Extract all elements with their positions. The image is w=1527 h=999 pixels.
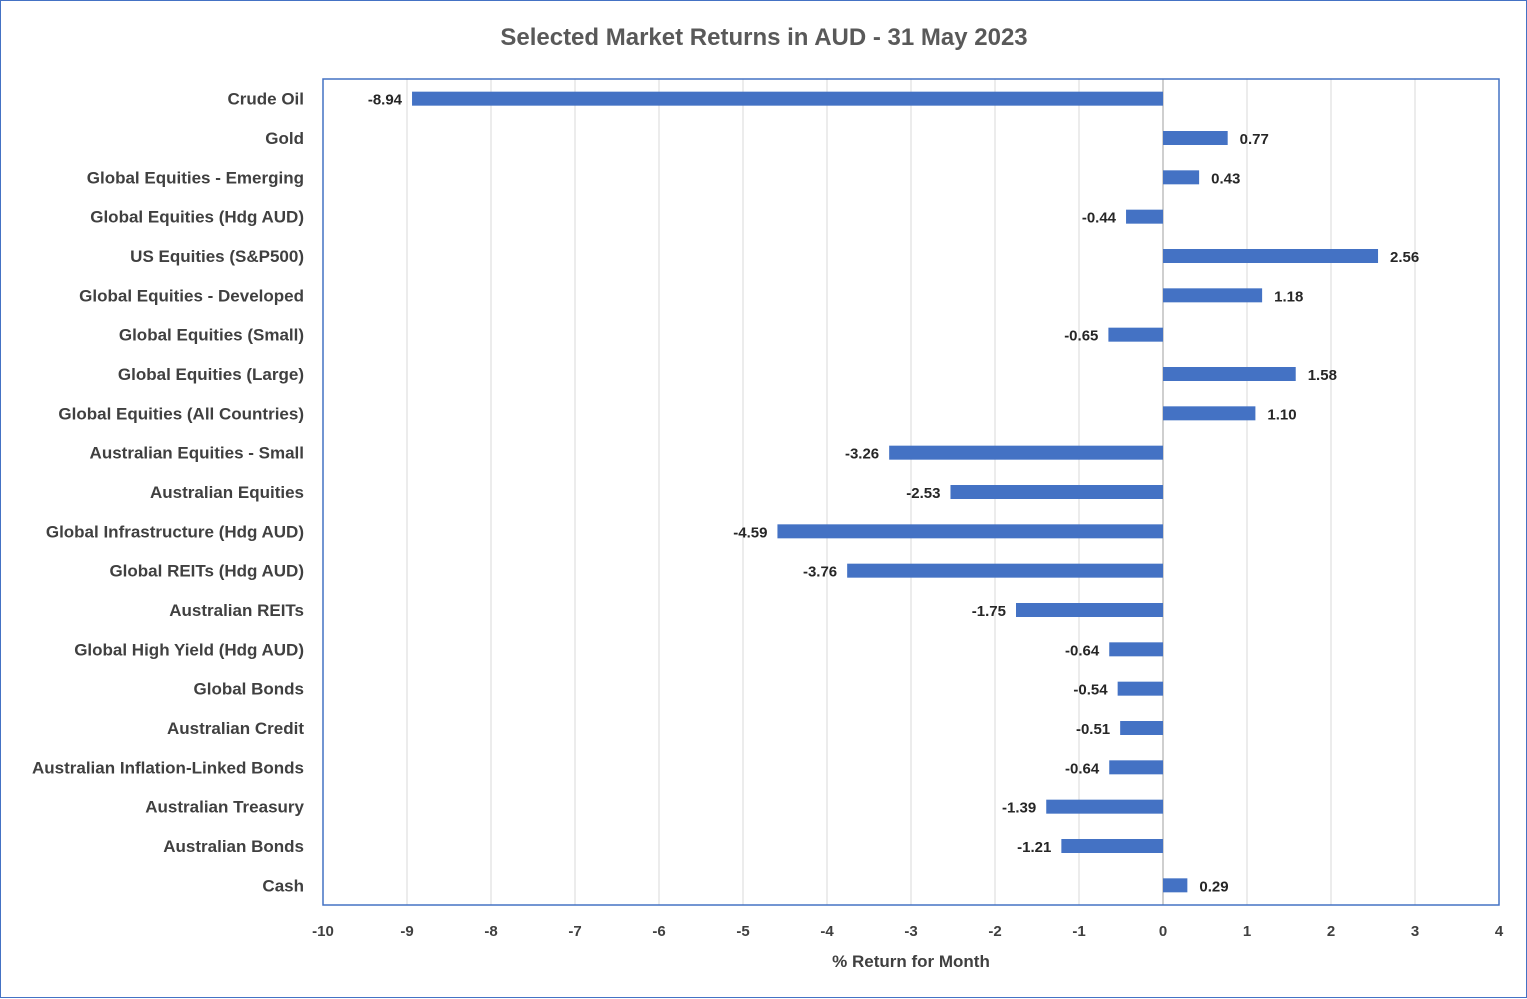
bar-17 <box>1109 760 1163 775</box>
data-label-7: 1.58 <box>1308 367 1337 384</box>
bar-16 <box>1120 721 1163 735</box>
bar-20 <box>1163 878 1188 893</box>
bar-18 <box>1046 799 1163 814</box>
category-label-19: Australian Bonds <box>163 837 304 856</box>
x-tick-label--10: -10 <box>312 923 334 940</box>
data-label-17: -0.64 <box>1065 760 1100 777</box>
x-tick-label--2: -2 <box>988 923 1001 940</box>
bar-11 <box>777 524 1163 539</box>
category-label-14: Global High Yield (Hdg AUD) <box>74 640 304 659</box>
bar-10 <box>950 485 1163 499</box>
bar-14 <box>1109 642 1163 657</box>
data-label-10: -2.53 <box>906 485 940 502</box>
x-tick-label-0: 0 <box>1159 923 1167 940</box>
bar-1 <box>1163 131 1228 145</box>
data-label-18: -1.39 <box>1002 800 1036 817</box>
bar-5 <box>1163 288 1263 303</box>
category-label-11: Global Infrastructure (Hdg AUD) <box>46 522 304 541</box>
bar-0 <box>412 91 1163 106</box>
x-tick-label--1: -1 <box>1072 923 1085 940</box>
bar-8 <box>1163 406 1256 421</box>
category-labels: Crude Oil Gold Global Equities - Emerging G… <box>32 90 305 896</box>
bar-15 <box>1117 681 1163 696</box>
data-label-0: -8.94 <box>368 92 403 109</box>
x-tick-label--8: -8 <box>484 923 497 940</box>
plot-area-border <box>322 78 1500 906</box>
x-tick-label--6: -6 <box>652 923 665 940</box>
bar-3 <box>1126 209 1163 224</box>
category-label-8: Global Equities (All Countries) <box>58 404 304 423</box>
category-label-7: Global Equities (Large) <box>118 365 304 384</box>
category-label-15: Global Bonds <box>194 680 305 699</box>
data-label-15: -0.54 <box>1073 682 1108 699</box>
category-label-18: Australian Treasury <box>145 798 304 817</box>
data-label-3: -0.44 <box>1082 210 1117 227</box>
x-tick-label-1: 1 <box>1243 923 1251 940</box>
data-label-14: -0.64 <box>1065 642 1100 659</box>
data-label-9: -3.26 <box>845 446 879 463</box>
data-label-8: 1.10 <box>1267 406 1296 423</box>
x-tick-label-2: 2 <box>1327 923 1335 940</box>
x-tick-label--9: -9 <box>400 923 413 940</box>
data-label-20: 0.29 <box>1199 878 1228 895</box>
category-label-12: Global REITs (Hdg AUD) <box>109 562 304 581</box>
category-label-0: Crude Oil <box>227 90 304 109</box>
category-label-1: Gold <box>265 129 304 148</box>
category-label-13: Australian REITs <box>169 601 304 620</box>
x-axis-tick-labels: -10 -9 -8 -7 -6 -5 -4 -3 -2 -1 0 1 2 3 4 <box>312 923 1504 940</box>
x-axis-title: % Return for Month <box>832 952 990 971</box>
category-label-16: Australian Credit <box>167 719 304 738</box>
chart-title: Selected Market Returns in AUD - 31 May … <box>500 24 1027 51</box>
data-label-16: -0.51 <box>1076 721 1110 738</box>
bar-9 <box>889 445 1163 460</box>
x-tick-label-4: 4 <box>1495 923 1504 940</box>
data-label-4: 2.56 <box>1390 249 1419 266</box>
x-tick-label--4: -4 <box>820 923 834 940</box>
x-tick-label--3: -3 <box>904 923 917 940</box>
data-label-6: -0.65 <box>1064 328 1098 345</box>
x-tick-label--7: -7 <box>568 923 581 940</box>
category-label-17: Australian Inflation-Linked Bonds <box>32 758 304 777</box>
bars-layer: -8.94 0.77 0.43 -0.44 2.56 1.18 -0.65 1.58 1.10 -… <box>368 91 1419 895</box>
category-label-6: Global Equities (Small) <box>119 326 304 345</box>
data-label-19: -1.21 <box>1017 839 1051 856</box>
data-label-11: -4.59 <box>733 524 767 541</box>
category-label-5: Global Equities - Developed <box>79 286 304 305</box>
x-tick-label-3: 3 <box>1411 923 1419 940</box>
bar-7 <box>1163 367 1296 381</box>
x-tick-label--5: -5 <box>736 923 749 940</box>
category-label-9: Australian Equities - Small <box>90 444 304 463</box>
category-label-3: Global Equities (Hdg AUD) <box>90 208 304 227</box>
category-label-10: Australian Equities <box>150 483 304 502</box>
bar-4 <box>1163 249 1379 263</box>
category-label-2: Global Equities - Emerging <box>87 168 304 187</box>
data-label-2: 0.43 <box>1211 170 1240 187</box>
category-label-4: US Equities (S&P500) <box>130 247 304 266</box>
bar-12 <box>847 563 1163 578</box>
data-label-13: -1.75 <box>972 603 1006 620</box>
data-label-1: 0.77 <box>1240 131 1269 148</box>
bar-6 <box>1108 327 1163 342</box>
bar-13 <box>1016 603 1163 617</box>
bar-19 <box>1061 839 1163 853</box>
category-label-20: Cash <box>262 876 304 895</box>
data-label-12: -3.76 <box>803 564 837 581</box>
data-label-5: 1.18 <box>1274 288 1303 305</box>
bar-2 <box>1163 170 1200 185</box>
